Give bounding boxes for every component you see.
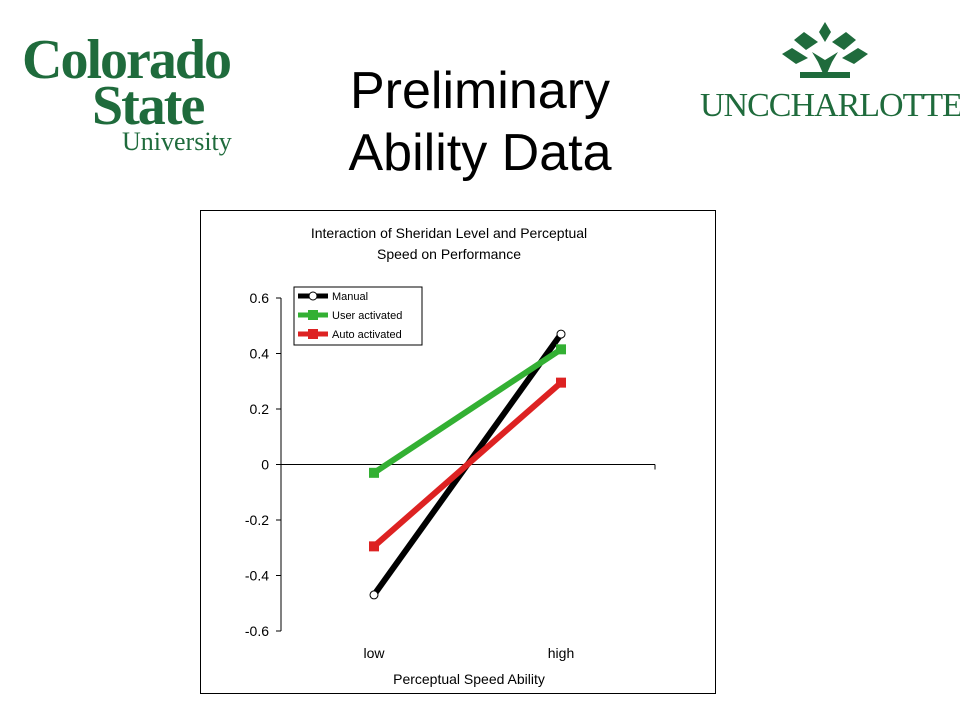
- legend-entry-label: Manual: [332, 291, 368, 303]
- y-tick-label: 0: [261, 457, 269, 473]
- legend-entry-label: Auto activated: [332, 329, 402, 341]
- chart-x-axis-label: Perceptual Speed Ability: [393, 671, 545, 687]
- csu-logo-line3: University: [122, 127, 232, 156]
- unc-charlotte-logo: UNCCHARLOTTE: [700, 20, 960, 130]
- data-point-marker: [369, 541, 379, 552]
- y-tick-label: 0.2: [250, 401, 270, 417]
- data-point-marker: [369, 590, 379, 600]
- x-tick-label: low: [363, 645, 385, 661]
- slide-title-line1: Preliminary: [349, 62, 611, 120]
- csu-logo: Colorado State University: [22, 30, 292, 160]
- crown-leaves-icon: [782, 22, 868, 78]
- line-chart: Interaction of Sheridan Level and Percep…: [245, 225, 656, 687]
- y-tick-label: -0.4: [245, 568, 269, 584]
- data-point-marker: [556, 344, 566, 355]
- chart-axes: 0.6 0.4 0.2 0 -0.2 -0.4 -0.6 low high: [245, 290, 656, 661]
- chart-frame: Interaction of Sheridan Level and Percep…: [200, 210, 716, 694]
- chart-title-line1: Interaction of Sheridan Level and Percep…: [311, 225, 587, 241]
- csu-logo-line1: Colorado: [22, 29, 232, 91]
- csu-logo-line2: State: [92, 75, 205, 137]
- legend-swatch-marker: [308, 329, 318, 339]
- chart-title-line2: Speed on Performance: [377, 246, 521, 262]
- chart-legend: Manual User activated Auto activated: [293, 286, 423, 346]
- series-line-3: [372, 380, 563, 549]
- series-line-2: [372, 346, 563, 476]
- y-tick-label: -0.2: [245, 512, 269, 528]
- legend-swatch-marker: [308, 310, 318, 320]
- legend-swatch-marker: [308, 291, 318, 301]
- data-point-marker: [556, 329, 566, 339]
- data-point-marker: [369, 467, 379, 478]
- y-tick-label: 0.4: [250, 346, 270, 362]
- y-tick-label: 0.6: [250, 290, 270, 306]
- slide-title: Preliminary Ability Data: [300, 60, 660, 184]
- legend-entry-label: User activated: [332, 310, 402, 322]
- unc-charlotte-wordmark: UNCCHARLOTTE: [700, 87, 960, 124]
- y-tick-label: -0.6: [245, 623, 269, 639]
- x-tick-label: high: [548, 645, 574, 661]
- data-point-marker: [556, 377, 566, 388]
- chart-series: [369, 329, 566, 600]
- slide-title-line2: Ability Data: [348, 124, 612, 182]
